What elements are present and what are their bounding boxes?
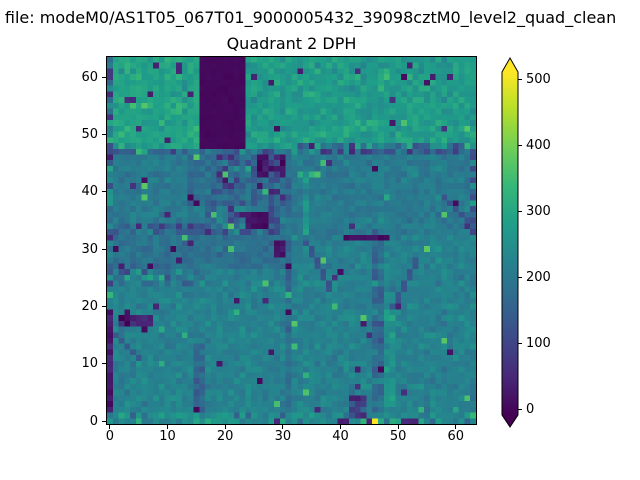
x-tick-mark: [109, 425, 111, 429]
colorbar-tick-label: 200: [526, 270, 551, 286]
x-tick-mark: [397, 425, 399, 429]
x-tick-label: 10: [159, 429, 176, 444]
x-tick-label: 40: [332, 429, 349, 444]
y-tick-label: 0: [89, 413, 98, 429]
colorbar-tick-mark: [518, 343, 522, 345]
colorbar-tick-label: 500: [526, 72, 551, 88]
y-tick-label: 20: [81, 298, 98, 314]
x-tick-label: 20: [216, 429, 234, 444]
colorbar-gradient: [501, 56, 519, 428]
y-tick-label: 10: [81, 356, 98, 372]
x-tick-label: 30: [274, 429, 292, 444]
x-tick-mark: [224, 425, 226, 429]
x-tick-label: 60: [447, 429, 465, 444]
x-tick-mark: [282, 425, 284, 429]
plot-area: [106, 56, 477, 425]
dph-heatmap-canvas: [107, 57, 476, 424]
colorbar-tick-label: 0: [526, 402, 535, 418]
y-tick-mark: [102, 420, 106, 422]
colorbar-tick-mark: [518, 409, 522, 411]
x-tick-mark: [167, 425, 169, 429]
y-tick-mark: [102, 305, 106, 307]
y-tick-label: 40: [81, 184, 98, 200]
figure-suptitle: a file: modeM0/AS1T05_067T01_9000005432_…: [0, 8, 617, 27]
colorbar-tick-label: 400: [526, 138, 551, 154]
y-tick-label: 50: [81, 126, 98, 142]
x-tick-label: 50: [389, 429, 407, 444]
colorbar-tick-label: 100: [526, 336, 551, 352]
colorbar-tick-mark: [518, 79, 522, 81]
colorbar-tick-mark: [518, 145, 522, 147]
y-tick-mark: [102, 76, 106, 78]
colorbar-tick-mark: [518, 277, 522, 279]
x-tick-mark: [455, 425, 457, 429]
colorbar-tick-label: 300: [526, 204, 551, 220]
axes-title: Quadrant 2 DPH: [226, 34, 357, 53]
y-tick-mark: [102, 191, 106, 193]
y-tick-label: 30: [81, 241, 98, 257]
y-tick-mark: [102, 248, 106, 250]
y-tick-label: 60: [81, 69, 98, 85]
x-tick-mark: [340, 425, 341, 429]
x-tick-label: 0: [105, 429, 115, 444]
colorbar-tick-mark: [518, 211, 522, 213]
y-tick-mark: [102, 363, 106, 365]
colorbar: [501, 56, 519, 428]
y-tick-mark: [102, 133, 106, 135]
